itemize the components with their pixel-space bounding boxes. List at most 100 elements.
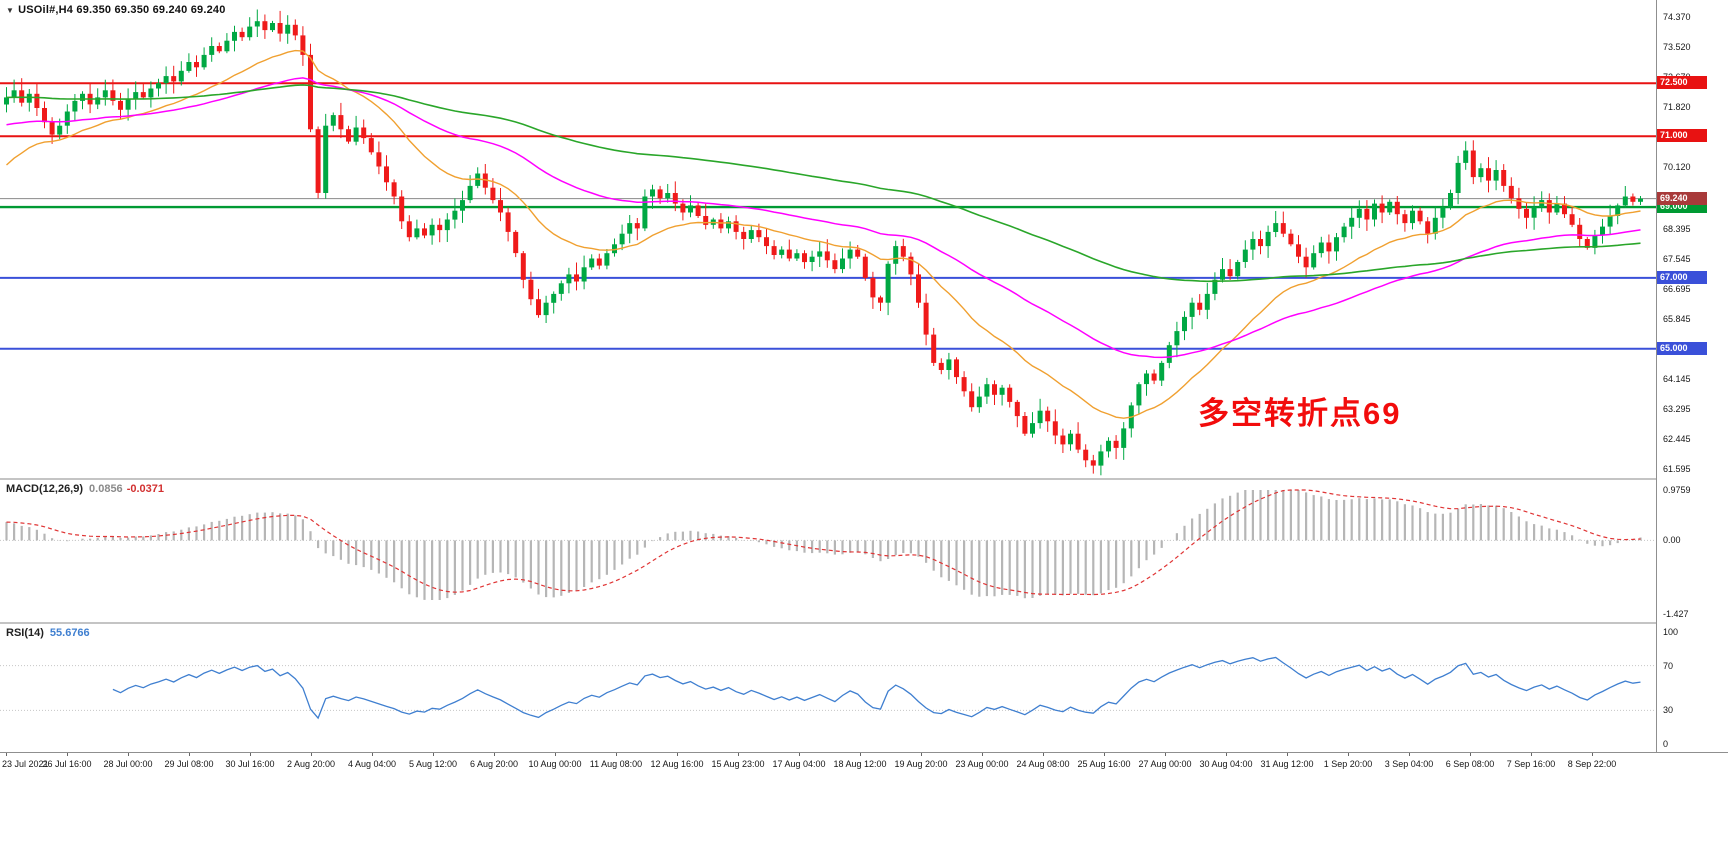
macd-panel[interactable]: MACD(12,26,9) 0.0856 -0.0371 <box>0 480 1656 622</box>
time-tick-mark <box>372 753 373 756</box>
rsi-scale-label: 30 <box>1663 705 1674 716</box>
price-tick-label: 63.295 <box>1663 404 1691 415</box>
ohlc-values: 69.350 69.350 69.240 69.240 <box>76 4 226 16</box>
ma-slow-line <box>6 84 1641 283</box>
macd-signal-line <box>6 489 1641 596</box>
time-tick-mark <box>1287 753 1288 756</box>
time-tick-mark <box>189 753 190 756</box>
time-tick-mark <box>982 753 983 756</box>
time-tick-mark <box>1104 753 1105 756</box>
price-tick-label: 68.395 <box>1663 223 1691 234</box>
symbol-timeframe-label: USOil#,H4 <box>18 4 74 16</box>
candles <box>4 9 1643 476</box>
time-tick-mark <box>1226 753 1227 756</box>
ma-fast-line <box>6 49 1641 419</box>
panel-divider-rsi[interactable] <box>0 622 1728 624</box>
time-tick-mark <box>250 753 251 756</box>
time-axis-label: 12 Aug 16:00 <box>650 759 704 769</box>
time-axis-label: 26 Jul 16:00 <box>42 759 92 769</box>
time-tick-mark <box>128 753 129 756</box>
time-axis-label: 23 Jul 2021 <box>2 759 49 769</box>
time-tick-mark <box>1470 753 1471 756</box>
time-tick-mark <box>799 753 800 756</box>
rsi-name: RSI(14) <box>6 627 44 639</box>
panel-divider-macd[interactable] <box>0 478 1728 480</box>
rsi-line <box>112 656 1641 720</box>
rsi-panel[interactable]: RSI(14) 55.6766 <box>0 624 1656 752</box>
price-tick-label: 67.545 <box>1663 253 1691 264</box>
price-line-badge[interactable]: 72.500 <box>1657 76 1707 90</box>
main-chart-canvas[interactable] <box>0 0 1656 478</box>
time-tick-mark <box>555 753 556 756</box>
rsi-scale-label: 100 <box>1663 627 1679 637</box>
time-axis-label: 15 Aug 23:00 <box>711 759 765 769</box>
price-tick-label: 71.820 <box>1663 102 1691 113</box>
collapse-triangle-icon[interactable]: ▼ <box>6 6 15 15</box>
price-tick-label: 61.595 <box>1663 464 1691 475</box>
time-tick-mark <box>1592 753 1593 756</box>
time-tick-mark <box>433 753 434 756</box>
time-axis-label: 30 Aug 04:00 <box>1199 759 1253 769</box>
price-line-badge[interactable]: 65.000 <box>1657 341 1707 355</box>
time-tick-mark <box>1348 753 1349 756</box>
time-tick-mark <box>6 753 7 756</box>
price-tick-label: 74.370 <box>1663 11 1691 22</box>
macd-name: MACD(12,26,9) <box>6 483 84 495</box>
price-line-badge[interactable]: 67.000 <box>1657 270 1707 284</box>
chart-annotation-text[interactable]: 多空转折点69 <box>1198 396 1402 431</box>
price-line-badge[interactable]: 71.000 <box>1657 129 1707 143</box>
time-axis-label: 29 Jul 08:00 <box>164 759 214 769</box>
macd-scale-label: -1.427 <box>1663 609 1689 619</box>
time-axis-label: 1 Sep 20:00 <box>1323 759 1373 769</box>
time-axis-label: 31 Aug 12:00 <box>1260 759 1314 769</box>
time-tick-mark <box>860 753 861 756</box>
macd-histogram <box>5 490 1642 600</box>
macd-main-value: 0.0856 <box>89 483 123 495</box>
price-tick-label: 64.145 <box>1663 374 1691 385</box>
rsi-canvas[interactable] <box>0 624 1656 752</box>
price-tick-label: 73.520 <box>1663 42 1691 53</box>
time-axis-label: 6 Aug 20:00 <box>469 759 519 769</box>
price-tick-label: 65.845 <box>1663 313 1691 324</box>
time-tick-mark <box>616 753 617 756</box>
time-tick-mark <box>1043 753 1044 756</box>
ma-mid-line <box>6 77 1641 359</box>
time-axis-label: 30 Jul 16:00 <box>225 759 275 769</box>
macd-scale-label: 0.00 <box>1663 535 1681 546</box>
rsi-value: 55.6766 <box>49 627 90 639</box>
price-tick-label: 62.445 <box>1663 434 1691 445</box>
time-axis-label: 19 Aug 20:00 <box>894 759 948 769</box>
time-axis-label: 7 Sep 16:00 <box>1506 759 1556 769</box>
time-axis-label: 24 Aug 08:00 <box>1016 759 1070 769</box>
time-axis-label: 8 Sep 22:00 <box>1567 759 1617 769</box>
time-tick-mark <box>494 753 495 756</box>
price-tick-label: 66.695 <box>1663 283 1691 294</box>
time-axis-label: 3 Sep 04:00 <box>1384 759 1434 769</box>
rsi-scale-label: 0 <box>1663 739 1669 749</box>
time-tick-mark <box>738 753 739 756</box>
time-tick-mark <box>1531 753 1532 756</box>
time-axis-label: 17 Aug 04:00 <box>772 759 826 769</box>
time-tick-mark <box>67 753 68 756</box>
time-tick-mark <box>1409 753 1410 756</box>
time-tick-mark <box>311 753 312 756</box>
time-axis-label: 4 Aug 04:00 <box>347 759 397 769</box>
macd-canvas[interactable] <box>0 480 1656 622</box>
time-tick-mark <box>1165 753 1166 756</box>
rsi-label: RSI(14) 55.6766 <box>6 627 90 639</box>
bid-price-badge: 69.240 <box>1657 191 1707 205</box>
time-axis-label: 10 Aug 00:00 <box>528 759 582 769</box>
time-axis-label: 23 Aug 00:00 <box>955 759 1009 769</box>
time-axis-label: 18 Aug 12:00 <box>833 759 887 769</box>
time-axis-label: 5 Aug 12:00 <box>408 759 458 769</box>
time-axis-label: 2 Aug 20:00 <box>286 759 336 769</box>
time-axis-label: 6 Sep 08:00 <box>1445 759 1495 769</box>
macd-signal-value: -0.0371 <box>126 483 164 495</box>
time-tick-mark <box>677 753 678 756</box>
price-axis[interactable]: 74.37073.52072.67071.82070.97070.12068.3… <box>1656 0 1728 752</box>
time-axis-label: 28 Jul 00:00 <box>103 759 153 769</box>
macd-label: MACD(12,26,9) 0.0856 -0.0371 <box>6 483 164 495</box>
rsi-scale-label: 70 <box>1663 660 1674 671</box>
main-chart-panel[interactable]: ▼ USOil#,H4 69.350 69.350 69.240 69.240 多… <box>0 0 1656 478</box>
time-axis[interactable]: 23 Jul 2021 26 Jul 16:00 28 Jul 00:00 29 Ju… <box>0 752 1728 775</box>
